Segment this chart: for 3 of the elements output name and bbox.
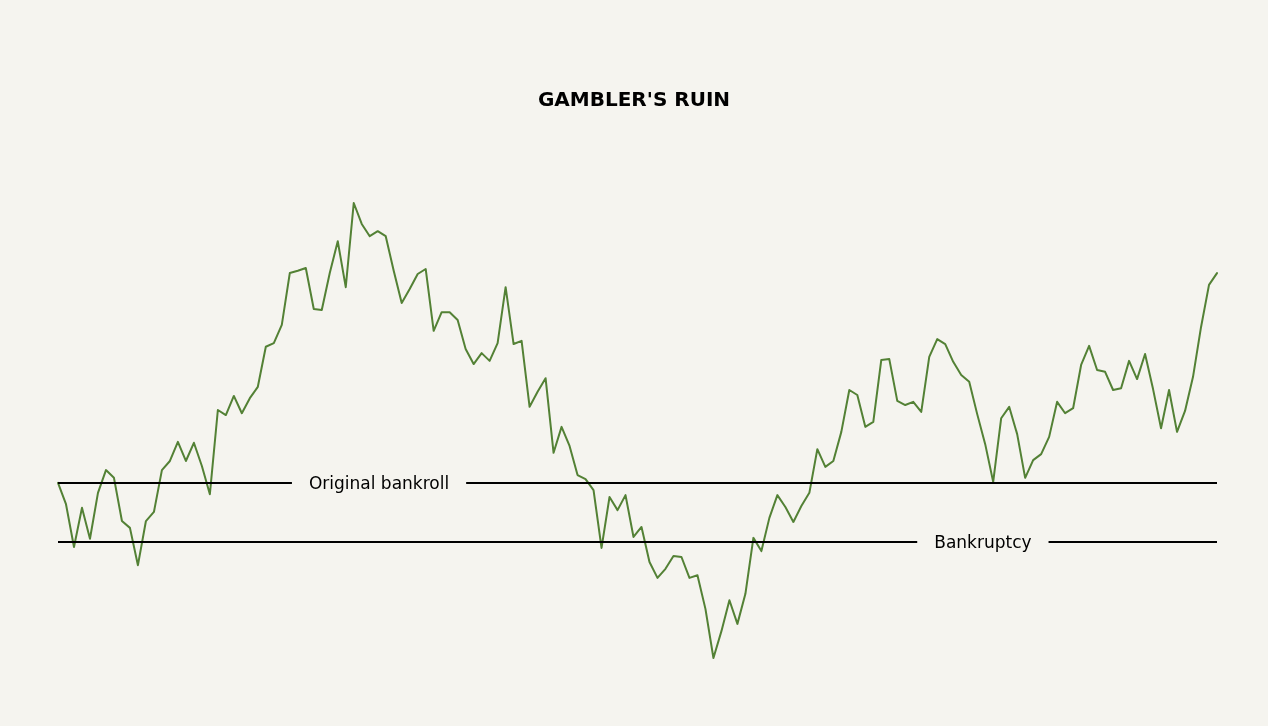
ref-line-label: Original bankroll — [308, 472, 450, 493]
chart-title: GAMBLER'S RUIN — [537, 87, 731, 111]
ref-line-label: Bankruptcy — [934, 531, 1032, 552]
